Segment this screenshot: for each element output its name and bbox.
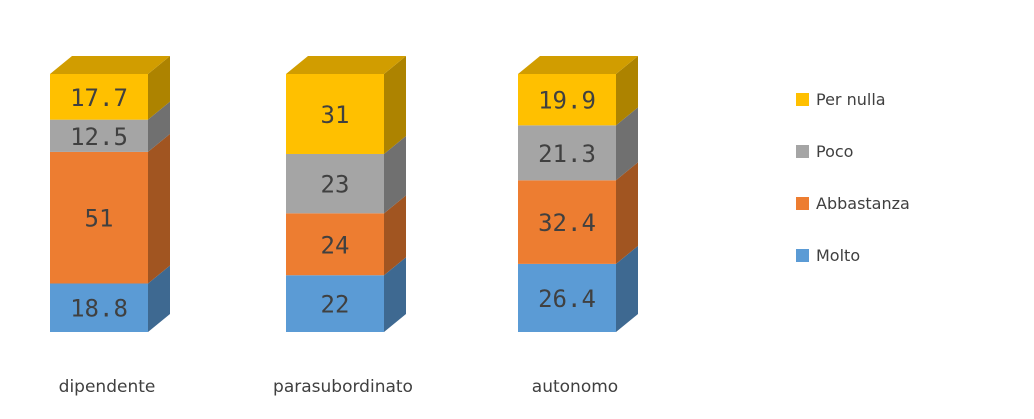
bar-front-abbastanza	[50, 151, 148, 284]
legend-item-poco: Poco	[796, 140, 910, 162]
bar-front-molto	[518, 263, 616, 332]
bar-side-per-nulla	[616, 56, 638, 126]
bar-front-poco	[286, 153, 384, 214]
legend-item-abbastanza: Abbastanza	[796, 192, 910, 214]
bar-segment-molto: 26.4	[518, 245, 638, 332]
data-label-per-nulla: 17.7	[70, 84, 128, 112]
bar-side-poco	[148, 101, 170, 152]
category-label-parasubordinato: parasubordinato	[273, 377, 413, 397]
bar-side-abbastanza	[148, 133, 170, 284]
bar-segment-poco: 12.5	[50, 101, 170, 152]
bar-top-per-nulla	[518, 56, 638, 74]
legend-swatch	[796, 144, 809, 158]
bar-segment-molto: 22	[286, 257, 406, 332]
bar-side-molto	[616, 245, 638, 332]
bar-front-poco	[50, 119, 148, 152]
bar-segment-poco: 23	[286, 135, 406, 214]
bar-side-abbastanza	[616, 162, 638, 264]
bar-top-per-nulla	[50, 56, 170, 74]
bar-front-molto	[286, 275, 384, 332]
legend-label: Per nulla	[816, 89, 886, 109]
bar-segment-per-nulla: 31	[286, 56, 406, 154]
bar-side-per-nulla	[148, 56, 170, 120]
bar-front-per-nulla	[50, 74, 148, 120]
bar-front-molto	[50, 283, 148, 332]
data-label-poco: 12.5	[70, 123, 128, 151]
bar-side-molto	[148, 265, 170, 332]
data-label-poco: 23	[321, 171, 350, 199]
stacked-bar-parasubordinato: 22 24 23 31	[286, 56, 406, 332]
data-label-abbastanza: 32.4	[538, 209, 596, 237]
bar-front-abbastanza	[286, 213, 384, 276]
bar-side-abbastanza	[384, 195, 406, 276]
bar-side-poco	[616, 107, 638, 181]
bar-front-poco	[518, 125, 616, 181]
category-label-autonomo: autonomo	[532, 377, 618, 397]
chart-legend: Per nulla Poco Abbastanza Molto	[796, 88, 910, 296]
data-label-poco: 21.3	[538, 140, 596, 168]
bar-segment-per-nulla: 17.7	[50, 56, 170, 120]
data-label-abbastanza: 51	[85, 205, 114, 233]
data-label-per-nulla: 19.9	[538, 87, 596, 115]
legend-swatch	[796, 92, 809, 106]
legend-swatch	[796, 248, 809, 262]
legend-item-molto: Molto	[796, 244, 910, 266]
bar-segment-abbastanza: 24	[286, 195, 406, 276]
data-label-molto: 18.8	[70, 295, 128, 323]
legend-item-per-nulla: Per nulla	[796, 88, 910, 110]
legend-label: Molto	[816, 245, 861, 265]
bar-segment-molto: 18.8	[50, 265, 170, 332]
bar-segment-abbastanza: 51	[50, 133, 170, 284]
bar-top-per-nulla	[286, 56, 406, 74]
data-label-molto: 22	[321, 291, 350, 319]
bar-side-per-nulla	[384, 56, 406, 154]
bar-front-per-nulla	[286, 74, 384, 154]
data-label-molto: 26.4	[538, 285, 596, 313]
legend-label: Abbastanza	[816, 193, 910, 213]
bar-segment-per-nulla: 19.9	[518, 56, 638, 126]
stacked-bar-dipendente: 18.8 51 12.5 17.7	[50, 56, 170, 332]
bar-front-abbastanza	[518, 180, 616, 264]
bar-side-poco	[384, 135, 406, 214]
data-label-per-nulla: 31	[321, 101, 350, 129]
legend-label: Poco	[816, 141, 854, 161]
legend-swatch	[796, 196, 809, 210]
bar-side-molto	[384, 257, 406, 332]
bar-segment-abbastanza: 32.4	[518, 162, 638, 264]
bar-front-per-nulla	[518, 74, 616, 126]
stacked-bar-autonomo: 26.4 32.4 21.3 19.9	[518, 56, 638, 332]
bar-segment-poco: 21.3	[518, 107, 638, 181]
category-label-dipendente: dipendente	[59, 377, 156, 397]
data-label-abbastanza: 24	[321, 231, 350, 259]
